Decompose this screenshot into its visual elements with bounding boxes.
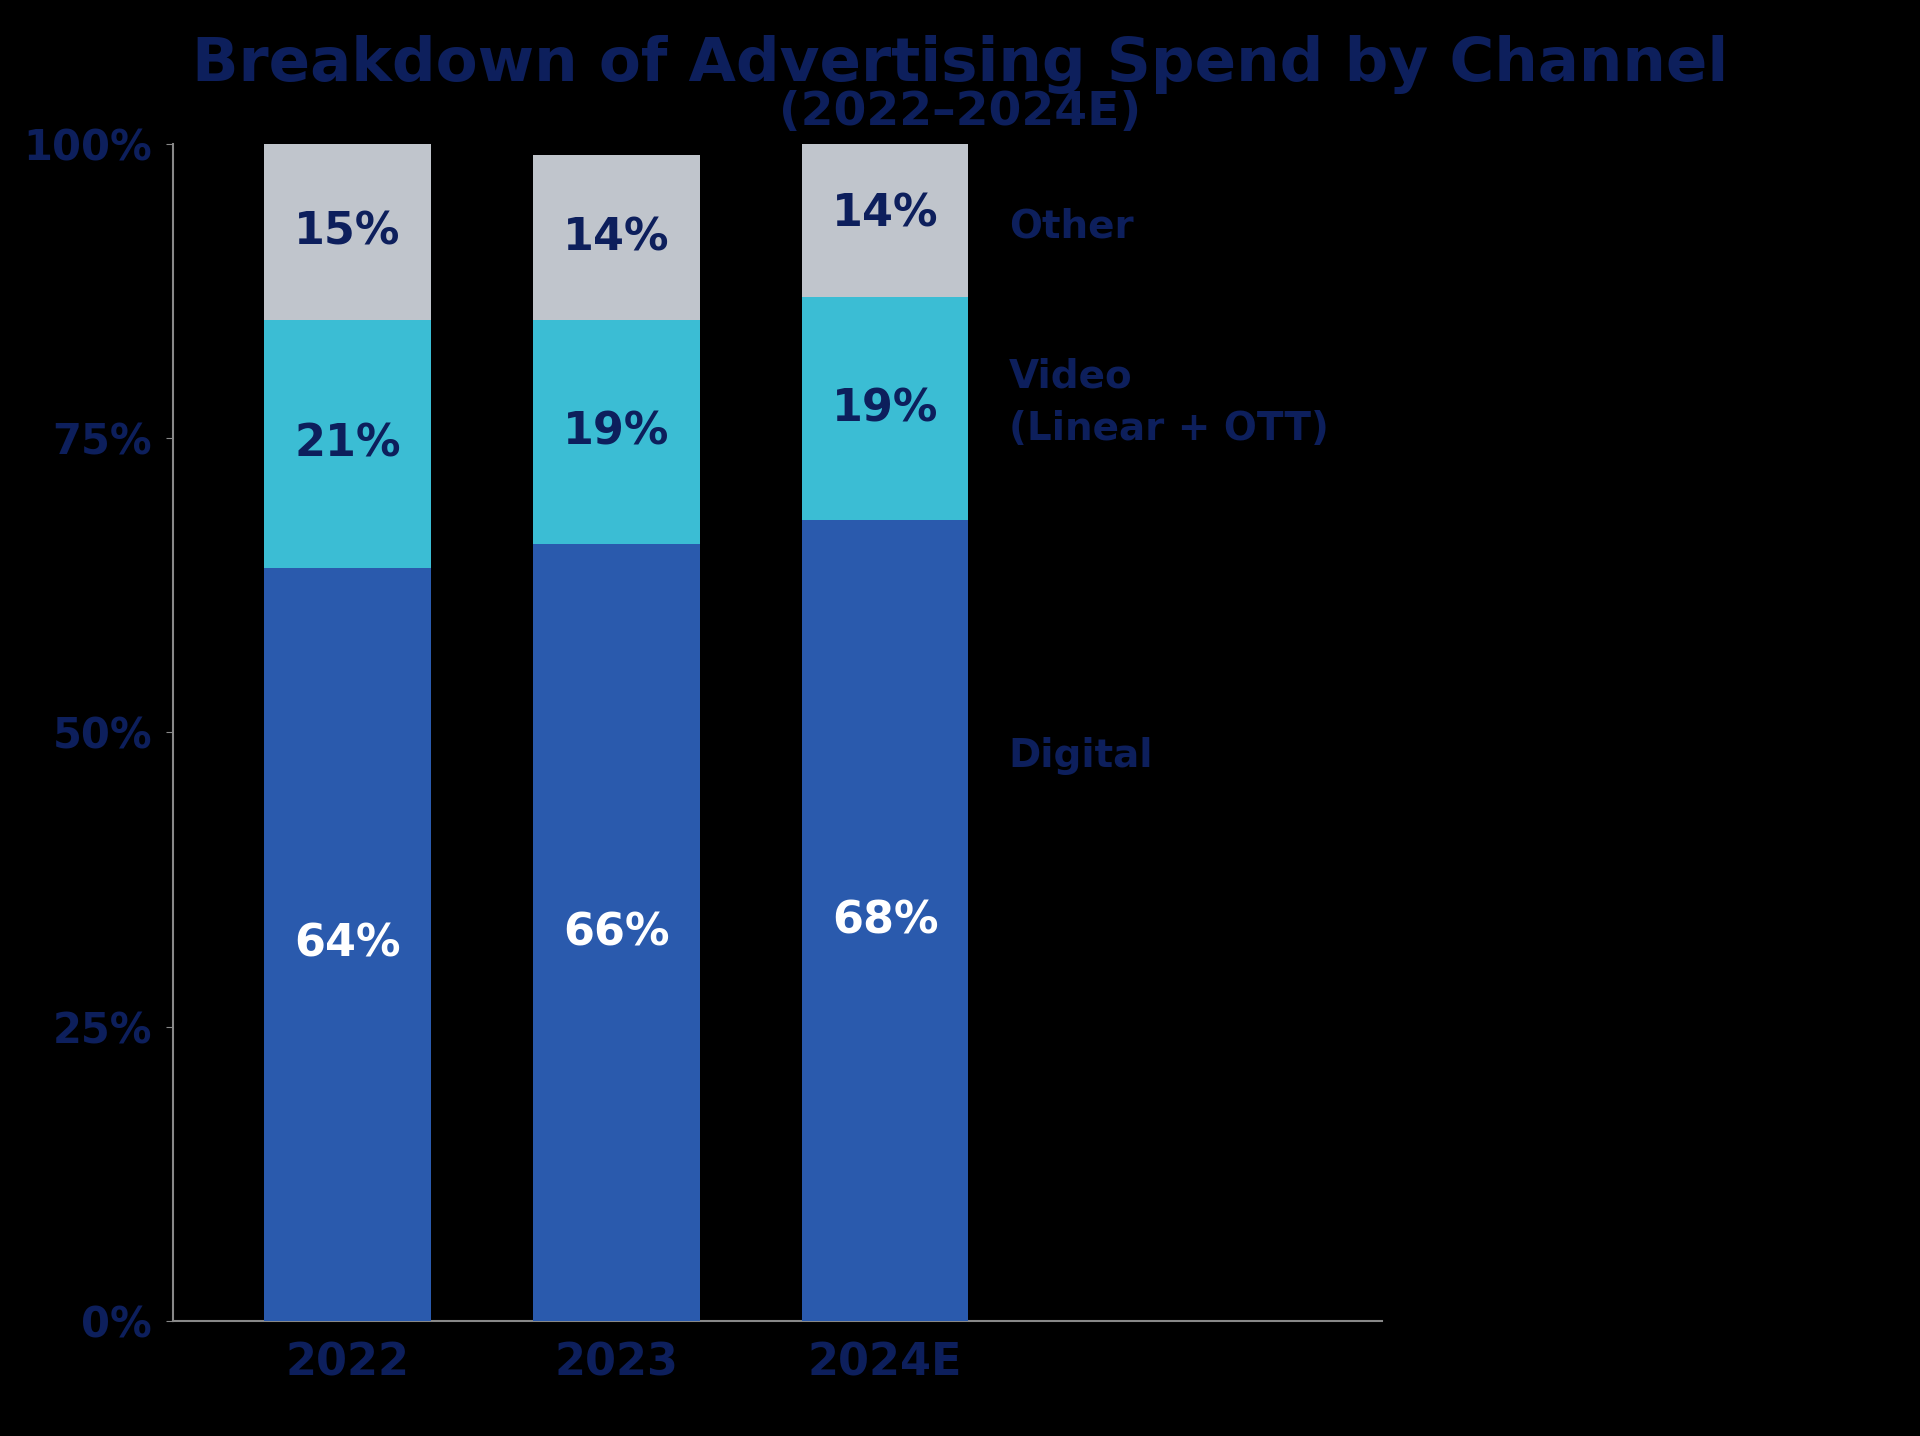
Bar bbox=[265, 320, 430, 567]
Text: 15%: 15% bbox=[294, 211, 401, 253]
Text: Video
(Linear + OTT): Video (Linear + OTT) bbox=[1008, 358, 1329, 448]
Bar bbox=[803, 297, 968, 520]
Bar bbox=[803, 520, 968, 1321]
Text: 66%: 66% bbox=[563, 910, 670, 954]
Bar bbox=[534, 544, 699, 1321]
Bar bbox=[534, 155, 699, 320]
Text: 64%: 64% bbox=[294, 923, 401, 966]
Text: Other: Other bbox=[1008, 207, 1133, 246]
Text: (2022–2024E): (2022–2024E) bbox=[780, 89, 1140, 135]
Text: Digital: Digital bbox=[1008, 737, 1154, 775]
Text: 14%: 14% bbox=[563, 217, 670, 260]
Bar bbox=[803, 132, 968, 297]
Text: 14%: 14% bbox=[831, 192, 939, 236]
Text: Breakdown of Advertising Spend by Channel: Breakdown of Advertising Spend by Channe… bbox=[192, 34, 1728, 95]
Text: 21%: 21% bbox=[294, 422, 401, 465]
Bar bbox=[534, 320, 699, 544]
Bar bbox=[265, 567, 430, 1321]
Text: 68%: 68% bbox=[831, 899, 939, 942]
Text: 19%: 19% bbox=[563, 411, 670, 454]
Text: 19%: 19% bbox=[831, 388, 939, 429]
Bar bbox=[265, 144, 430, 320]
